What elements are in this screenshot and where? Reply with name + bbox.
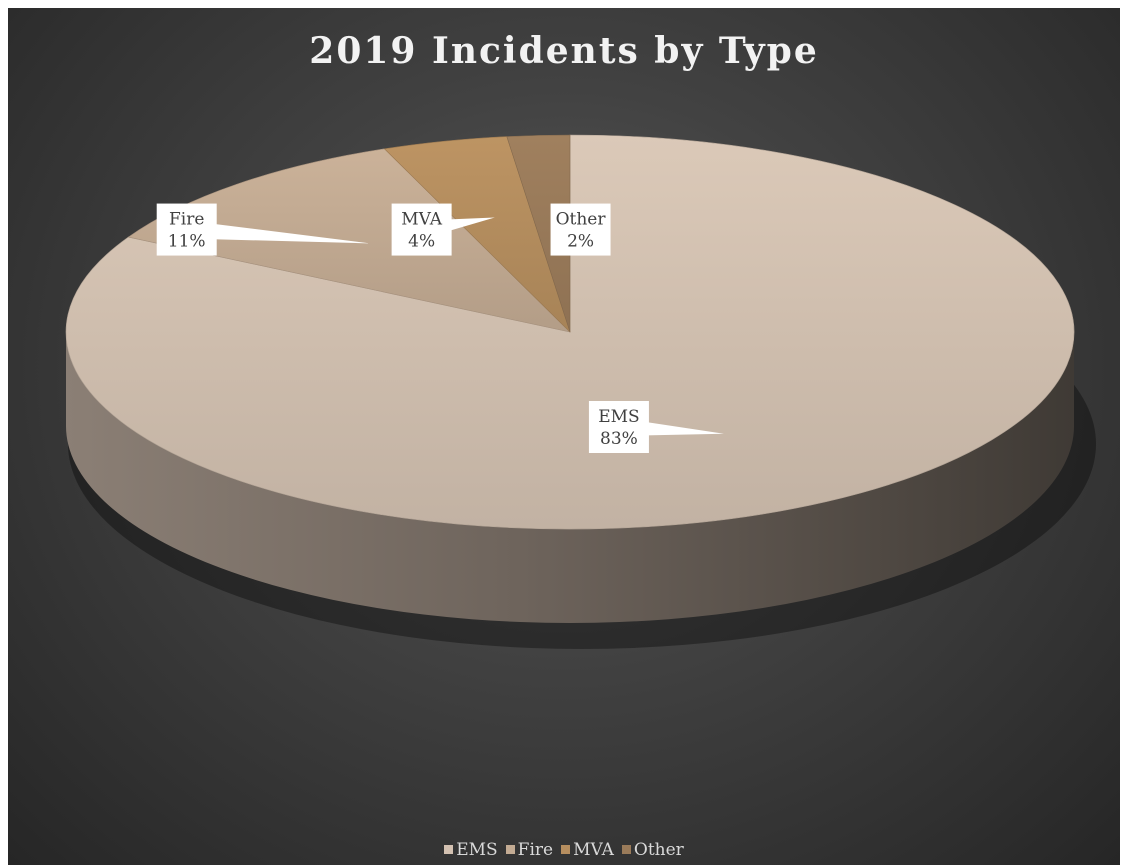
data-label-name-mva: MVA <box>401 210 443 230</box>
pie-slice-other <box>506 134 571 333</box>
pie-side-wall <box>66 332 1074 623</box>
data-label-percent-mva: 4% <box>408 232 435 252</box>
legend-swatch-other <box>621 845 631 854</box>
pie-slice-fire <box>127 148 571 333</box>
legend-item-fire: Fire <box>505 840 554 860</box>
callout-fire <box>186 220 371 244</box>
legend-label-fire: Fire <box>517 840 554 860</box>
legend-item-ems: EMS <box>444 840 498 860</box>
data-label-box-fire <box>156 203 217 256</box>
legend-swatch-mva <box>561 845 571 854</box>
legend-item-mva: MVA <box>561 840 614 860</box>
legend-swatch-ems <box>444 845 454 854</box>
chart-area: 2019 Incidents by Type EMS 83% Fire 11% MVA 4… <box>8 8 1120 865</box>
legend-label-other: Other <box>633 840 684 860</box>
legend-swatch-fire <box>505 845 515 854</box>
data-label-name-ems: EMS <box>598 407 639 427</box>
data-label-name-fire: Fire <box>169 210 204 230</box>
data-label-box-mva <box>391 203 452 256</box>
data-label-percent-fire: 11% <box>168 232 206 252</box>
data-label-percent-other: 2% <box>567 232 594 252</box>
data-label-percent-ems: 83% <box>600 429 638 449</box>
data-label-name-other: Other <box>556 210 607 230</box>
chart-title: 2019 Incidents by Type <box>309 30 819 72</box>
legend-item-other: Other <box>621 840 684 860</box>
legend-label-ems: EMS <box>456 840 498 860</box>
legend-label-mva: MVA <box>573 840 614 860</box>
data-label-box-ems <box>588 401 649 453</box>
legend: EMS Fire MVA Other <box>8 840 1120 860</box>
data-label-box-other <box>550 203 611 256</box>
